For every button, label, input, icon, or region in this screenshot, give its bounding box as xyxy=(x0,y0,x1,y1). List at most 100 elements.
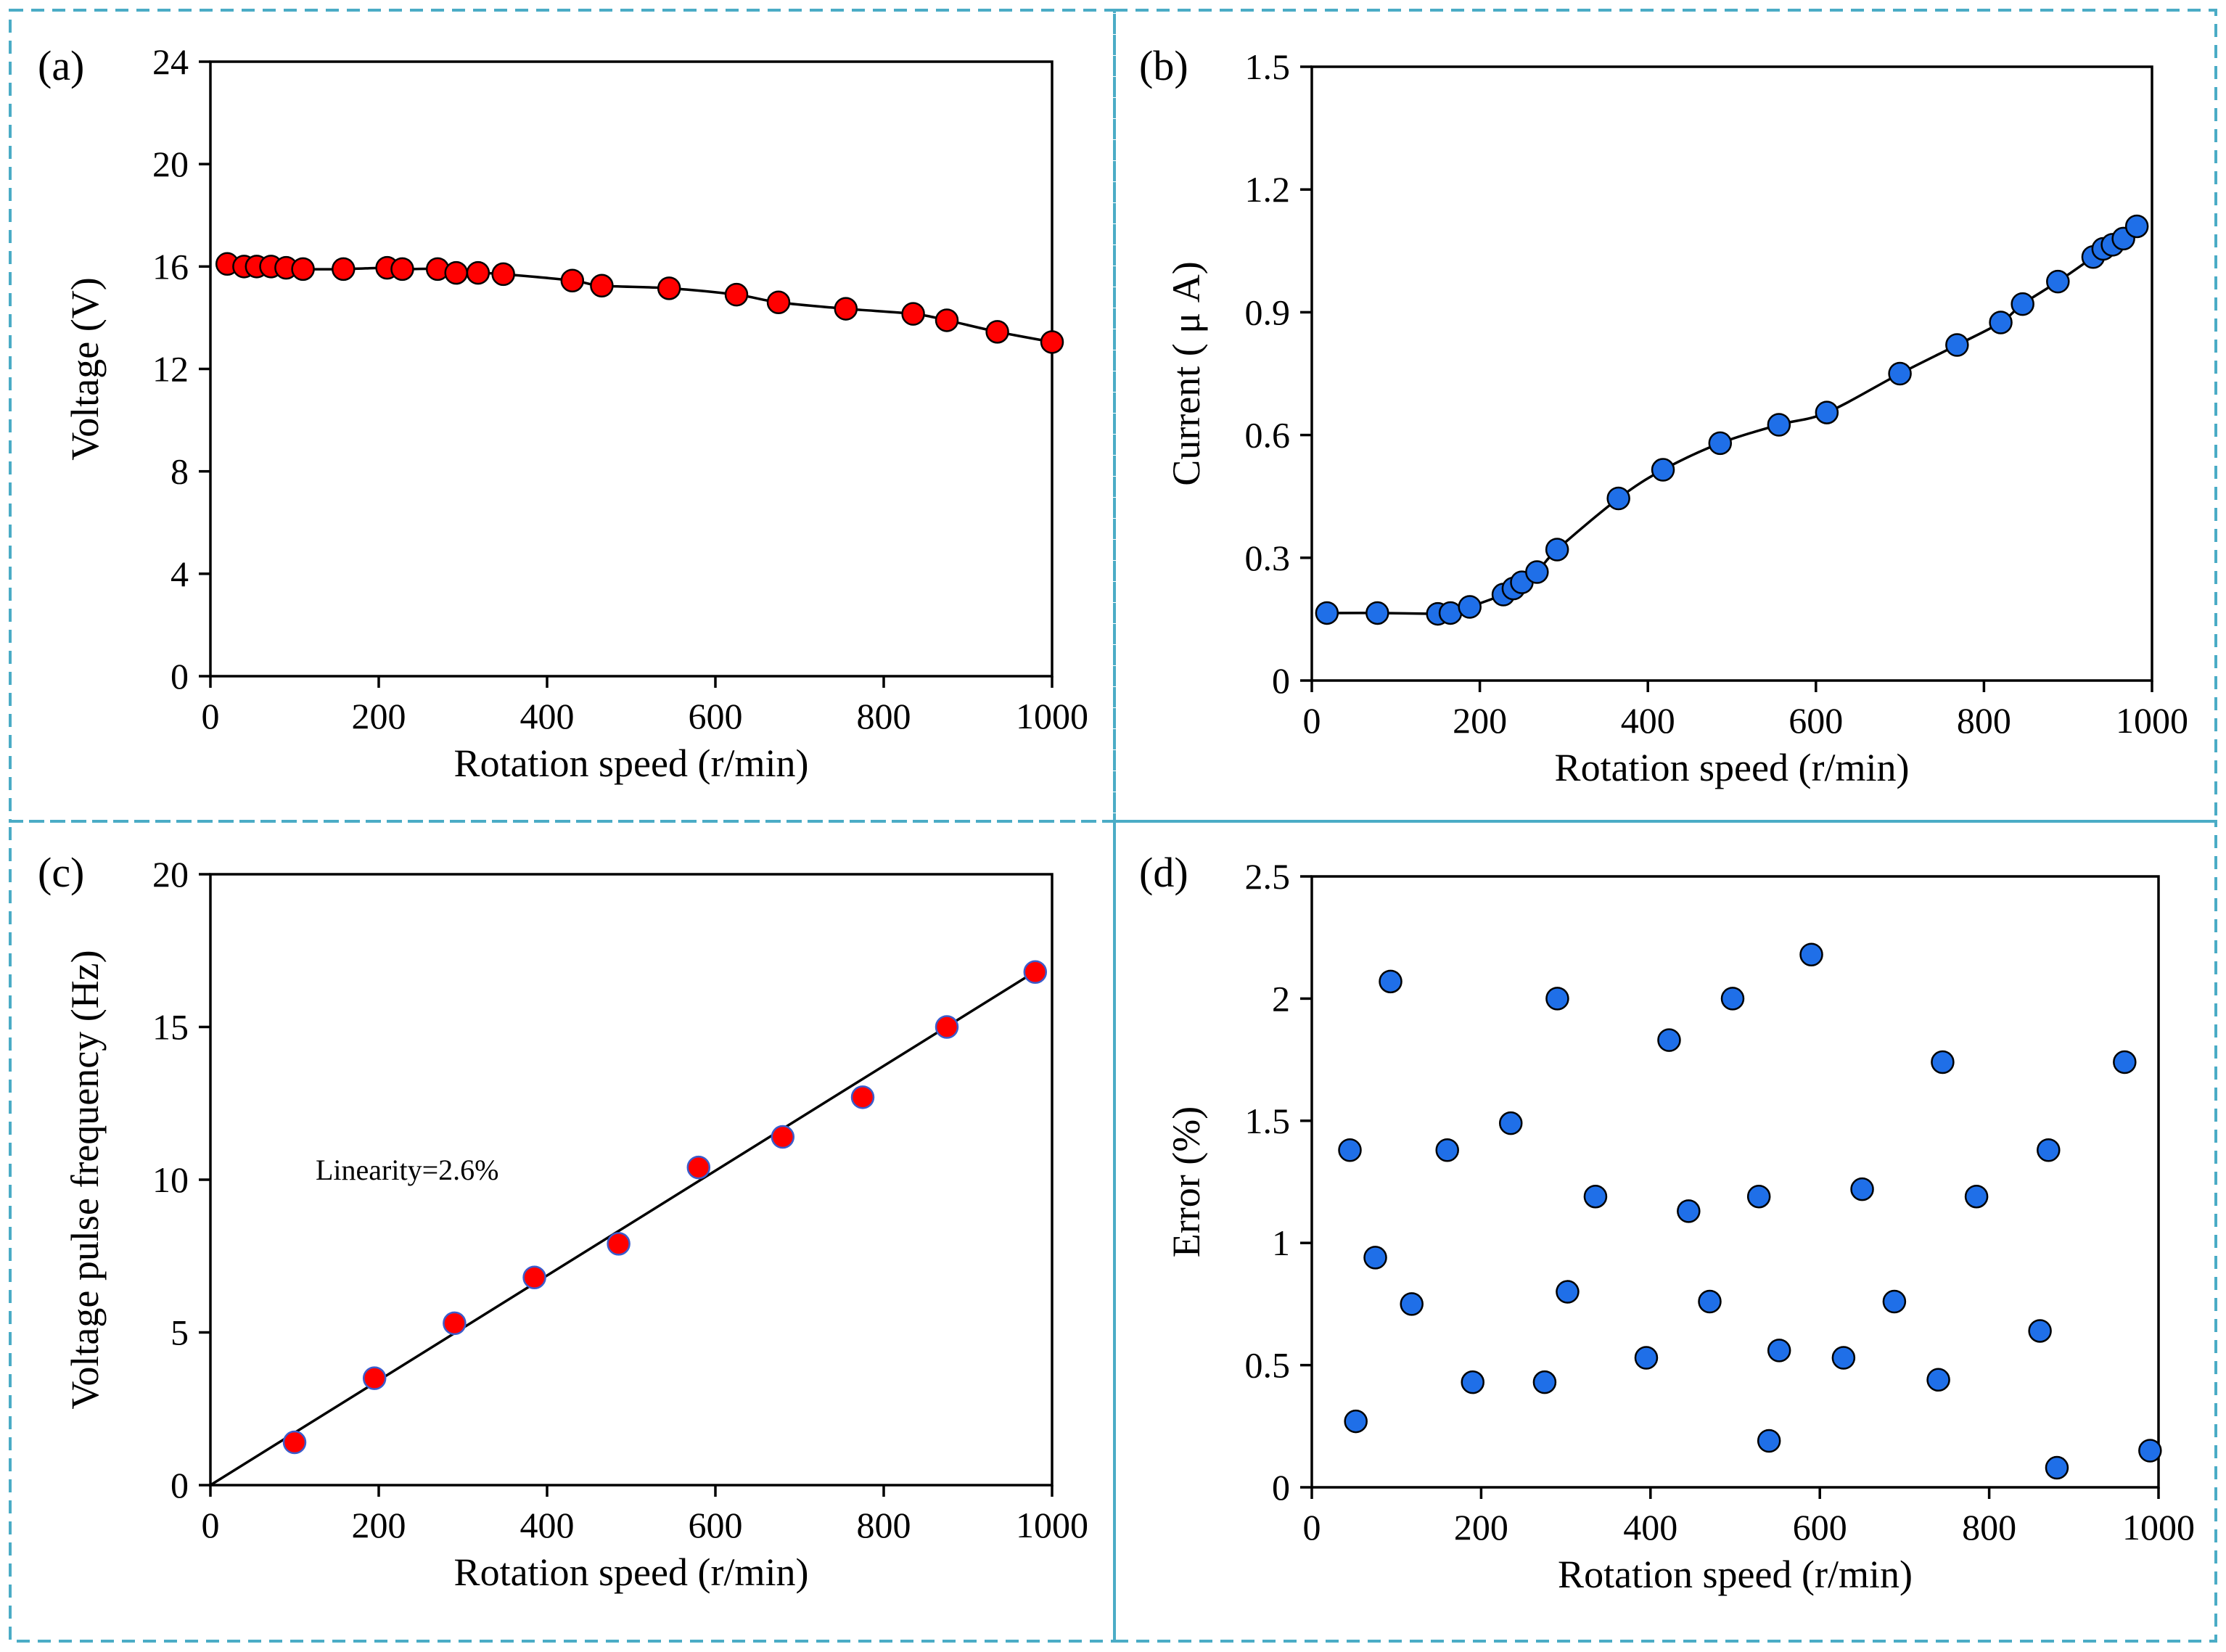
data-point-c-8 xyxy=(935,1015,959,1039)
data-point-d-6 xyxy=(1461,1370,1484,1394)
data-point-b-1 xyxy=(1365,601,1389,625)
y-tick-label-a-5: 20 xyxy=(152,144,189,184)
panel-frame-2 xyxy=(9,820,1116,1643)
y-tick-label-d-2: 1 xyxy=(1272,1222,1290,1263)
data-point-d-17 xyxy=(1746,1184,1771,1209)
data-point-b-4 xyxy=(1458,595,1482,619)
data-point-c-6 xyxy=(771,1125,795,1149)
plot-frame-d xyxy=(1310,875,2160,1489)
data-point-a-14 xyxy=(590,274,614,298)
x-tick-label-c-1: 200 xyxy=(352,1505,406,1545)
plot-frame-b xyxy=(1310,65,2153,682)
data-point-b-14 xyxy=(1815,400,1839,424)
y-tick-label-b-2: 0.6 xyxy=(1245,415,1291,456)
data-point-a-10 xyxy=(444,260,468,285)
x-tick-label-c-3: 600 xyxy=(689,1505,743,1545)
data-point-a-17 xyxy=(766,290,791,314)
y-tick-label-c-1: 5 xyxy=(171,1312,189,1353)
data-point-c-7 xyxy=(850,1085,875,1109)
data-point-b-11 xyxy=(1651,458,1675,482)
x-tick-label-b-1: 200 xyxy=(1453,700,1507,741)
data-point-d-10 xyxy=(1556,1280,1580,1304)
y-axis-title-c: Voltage pulse frequency (Hz) xyxy=(63,950,107,1409)
panel-b-label: (b) xyxy=(1139,42,1188,89)
data-point-a-22 xyxy=(1040,330,1064,354)
data-point-d-12 xyxy=(1634,1346,1659,1370)
data-point-c-4 xyxy=(607,1232,631,1256)
panel-a-label: (a) xyxy=(38,42,84,89)
data-point-d-23 xyxy=(1882,1289,1907,1314)
y-tick-label-a-4: 16 xyxy=(152,246,189,287)
x-tick-label-c-0: 0 xyxy=(202,1505,220,1545)
data-point-d-20 xyxy=(1799,942,1823,967)
y-tick-label-c-2: 10 xyxy=(152,1159,189,1200)
y-tick-label-d-3: 1.5 xyxy=(1245,1101,1291,1141)
panel-d: (d) 0 200 400 600 800 1000 0 0.5 1 1.5 2 2.5 Rotatio… xyxy=(1139,849,2195,1596)
data-point-a-6 xyxy=(332,257,356,282)
data-point-c-1 xyxy=(362,1366,387,1390)
y-tick-label-b-5: 1.5 xyxy=(1245,46,1291,87)
data-point-b-18 xyxy=(2011,292,2034,316)
panel-frames xyxy=(9,9,2217,1643)
data-point-b-24 xyxy=(2124,214,2149,239)
data-point-c-5 xyxy=(686,1155,711,1180)
x-tick-label-a-2: 400 xyxy=(520,696,575,736)
data-point-c-9 xyxy=(1023,960,1048,984)
y-tick-label-c-4: 20 xyxy=(152,854,189,895)
panel-b: (b) 0 200 400 600 800 1000 0 0.3 0.6 0.9 1.2 1.5 Rot… xyxy=(1139,42,2188,789)
x-tick-label-b-0: 0 xyxy=(1303,700,1321,741)
fit-line-c xyxy=(210,968,1040,1487)
y-tick-label-b-3: 0.9 xyxy=(1245,292,1291,332)
panel-frame-3 xyxy=(1113,820,2217,1643)
annotation-c: Linearity=2.6% xyxy=(316,1154,498,1186)
data-point-a-12 xyxy=(491,262,515,287)
data-point-a-18 xyxy=(834,297,858,321)
y-tick-label-a-1: 4 xyxy=(171,554,189,594)
y-tick-label-a-6: 24 xyxy=(152,41,189,82)
y-axis-title-a: Voltage (V) xyxy=(63,277,107,460)
data-point-d-31 xyxy=(2138,1439,2162,1463)
data-point-a-19 xyxy=(901,302,925,326)
x-tick-label-d-5: 1000 xyxy=(2122,1507,2195,1548)
data-point-d-2 xyxy=(1363,1246,1387,1270)
data-point-b-16 xyxy=(1945,333,1969,357)
x-tick-label-b-4: 800 xyxy=(1957,700,2011,741)
data-point-d-14 xyxy=(1677,1199,1701,1223)
panel-c-label: (c) xyxy=(38,849,84,896)
x-tick-label-a-3: 600 xyxy=(689,696,743,736)
x-tick-label-d-2: 400 xyxy=(1623,1507,1677,1548)
x-axis-title-d: Rotation speed (r/min) xyxy=(1558,1553,1913,1596)
data-point-b-10 xyxy=(1606,486,1630,511)
x-tick-label-a-0: 0 xyxy=(202,696,220,736)
x-tick-label-b-3: 600 xyxy=(1788,700,1843,741)
x-tick-label-c-2: 400 xyxy=(520,1505,575,1545)
data-point-d-7 xyxy=(1498,1111,1523,1135)
data-point-b-8 xyxy=(1525,560,1549,584)
data-point-d-3 xyxy=(1379,969,1402,994)
data-point-a-16 xyxy=(724,282,749,307)
data-point-d-11 xyxy=(1583,1184,1608,1209)
data-point-d-30 xyxy=(2113,1050,2137,1074)
x-tick-label-c-4: 800 xyxy=(857,1505,911,1545)
data-point-b-17 xyxy=(1989,311,2013,334)
data-point-d-16 xyxy=(1720,987,1745,1011)
data-point-d-4 xyxy=(1400,1292,1424,1316)
panel-c: (c) 0 200 400 600 800 1000 0 5 10 15 20 Rotation sp… xyxy=(38,849,1088,1594)
data-point-d-24 xyxy=(1926,1368,1950,1392)
data-point-d-18 xyxy=(1757,1429,1781,1453)
data-point-b-12 xyxy=(1708,431,1733,456)
data-point-d-8 xyxy=(1532,1370,1557,1394)
data-point-a-15 xyxy=(657,276,681,300)
data-point-d-13 xyxy=(1657,1028,1681,1052)
data-point-c-3 xyxy=(522,1265,546,1289)
x-tick-label-d-3: 600 xyxy=(1793,1507,1847,1548)
x-tick-label-a-1: 200 xyxy=(352,696,406,736)
x-tick-label-d-0: 0 xyxy=(1303,1507,1321,1548)
data-point-a-13 xyxy=(560,268,585,292)
data-point-d-9 xyxy=(1545,987,1569,1011)
y-axis-title-b: Current ( μ A) xyxy=(1165,261,1208,485)
data-point-b-13 xyxy=(1767,413,1791,437)
data-point-d-1 xyxy=(1344,1409,1368,1434)
y-tick-label-a-0: 0 xyxy=(171,656,189,696)
